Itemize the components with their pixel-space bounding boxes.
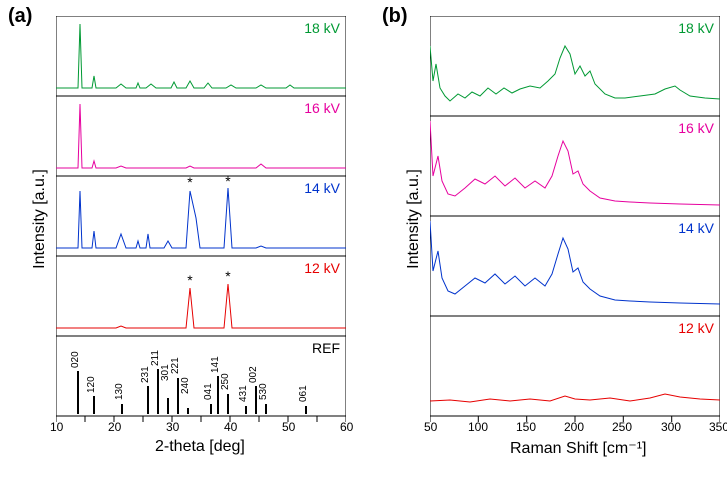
svg-text:211: 211 xyxy=(150,350,161,366)
subpanel-b-14kv xyxy=(430,216,720,316)
x-axis-ticks-a xyxy=(56,416,346,422)
subpanel-b-12kv xyxy=(430,316,720,416)
subpanel-18kv xyxy=(56,16,346,96)
label-18kv-a: 18 kV xyxy=(304,20,340,36)
xtick-b-4: 250 xyxy=(612,420,632,434)
svg-text:*: * xyxy=(225,268,231,284)
label-18kv-b: 18 kV xyxy=(678,20,714,36)
svg-text:*: * xyxy=(187,272,193,288)
svg-text:*: * xyxy=(225,173,231,189)
xtick-b-2: 150 xyxy=(516,420,536,434)
svg-text:231: 231 xyxy=(140,366,151,383)
subpanel-16kv xyxy=(56,96,346,176)
subpanel-14kv: * * xyxy=(56,173,346,256)
subpanel-b-18kv xyxy=(430,16,720,116)
subpanel-12kv: * * xyxy=(56,256,346,336)
svg-text:240: 240 xyxy=(180,377,191,394)
label-14kv-b: 14 kV xyxy=(678,220,714,236)
x-label-a: 2-theta [deg] xyxy=(155,438,245,456)
xtick-b-3: 200 xyxy=(564,420,584,434)
xtick-a-10: 60 xyxy=(340,420,353,434)
xtick-a-4: 30 xyxy=(166,420,179,434)
label-14kv-a: 14 kV xyxy=(304,180,340,196)
label-12kv-b: 12 kV xyxy=(678,320,714,336)
svg-text:*: * xyxy=(187,174,193,190)
label-ref-a: REF xyxy=(312,340,340,356)
label-16kv-b: 16 kV xyxy=(678,120,714,136)
xtick-a-6: 40 xyxy=(224,420,237,434)
svg-text:041: 041 xyxy=(203,383,214,400)
subpanel-b-16kv xyxy=(430,116,720,216)
y-label-b: Intensity [a.u.] xyxy=(405,159,423,279)
xtick-a-0: 10 xyxy=(50,420,63,434)
panel-a-svg: * * * * 020 xyxy=(56,16,346,456)
svg-text:120: 120 xyxy=(86,376,97,393)
label-16kv-a: 16 kV xyxy=(304,100,340,116)
xtick-b-0: 50 xyxy=(424,420,437,434)
xtick-b-5: 300 xyxy=(661,420,681,434)
svg-text:061: 061 xyxy=(298,385,309,402)
svg-text:002: 002 xyxy=(248,366,259,383)
panel-b-svg xyxy=(430,16,720,456)
panel-a: * * * * 020 xyxy=(56,16,346,456)
svg-text:141: 141 xyxy=(210,356,221,373)
x-label-b: Raman Shift [cm⁻¹] xyxy=(510,438,646,458)
svg-text:020: 020 xyxy=(70,351,81,368)
subpanel-ref: 020 120 130 231 211 301 221 240 041 141 … xyxy=(56,336,346,416)
svg-text:221: 221 xyxy=(170,357,181,374)
xtick-b-1: 100 xyxy=(468,420,488,434)
xtick-a-8: 50 xyxy=(282,420,295,434)
label-12kv-a: 12 kV xyxy=(304,260,340,276)
panel-a-label: (a) xyxy=(8,5,32,28)
panel-b: 18 kV 16 kV 14 kV 12 kV 50 100 150 200 2… xyxy=(430,16,720,456)
svg-text:130: 130 xyxy=(114,383,125,400)
svg-text:530: 530 xyxy=(258,383,269,400)
svg-text:250: 250 xyxy=(220,373,231,390)
y-label-a: Intensity [a.u.] xyxy=(31,159,49,279)
panel-b-label: (b) xyxy=(382,5,408,28)
xtick-a-2: 20 xyxy=(108,420,121,434)
xtick-b-6: 350 xyxy=(709,420,727,434)
svg-text:431: 431 xyxy=(238,385,249,402)
